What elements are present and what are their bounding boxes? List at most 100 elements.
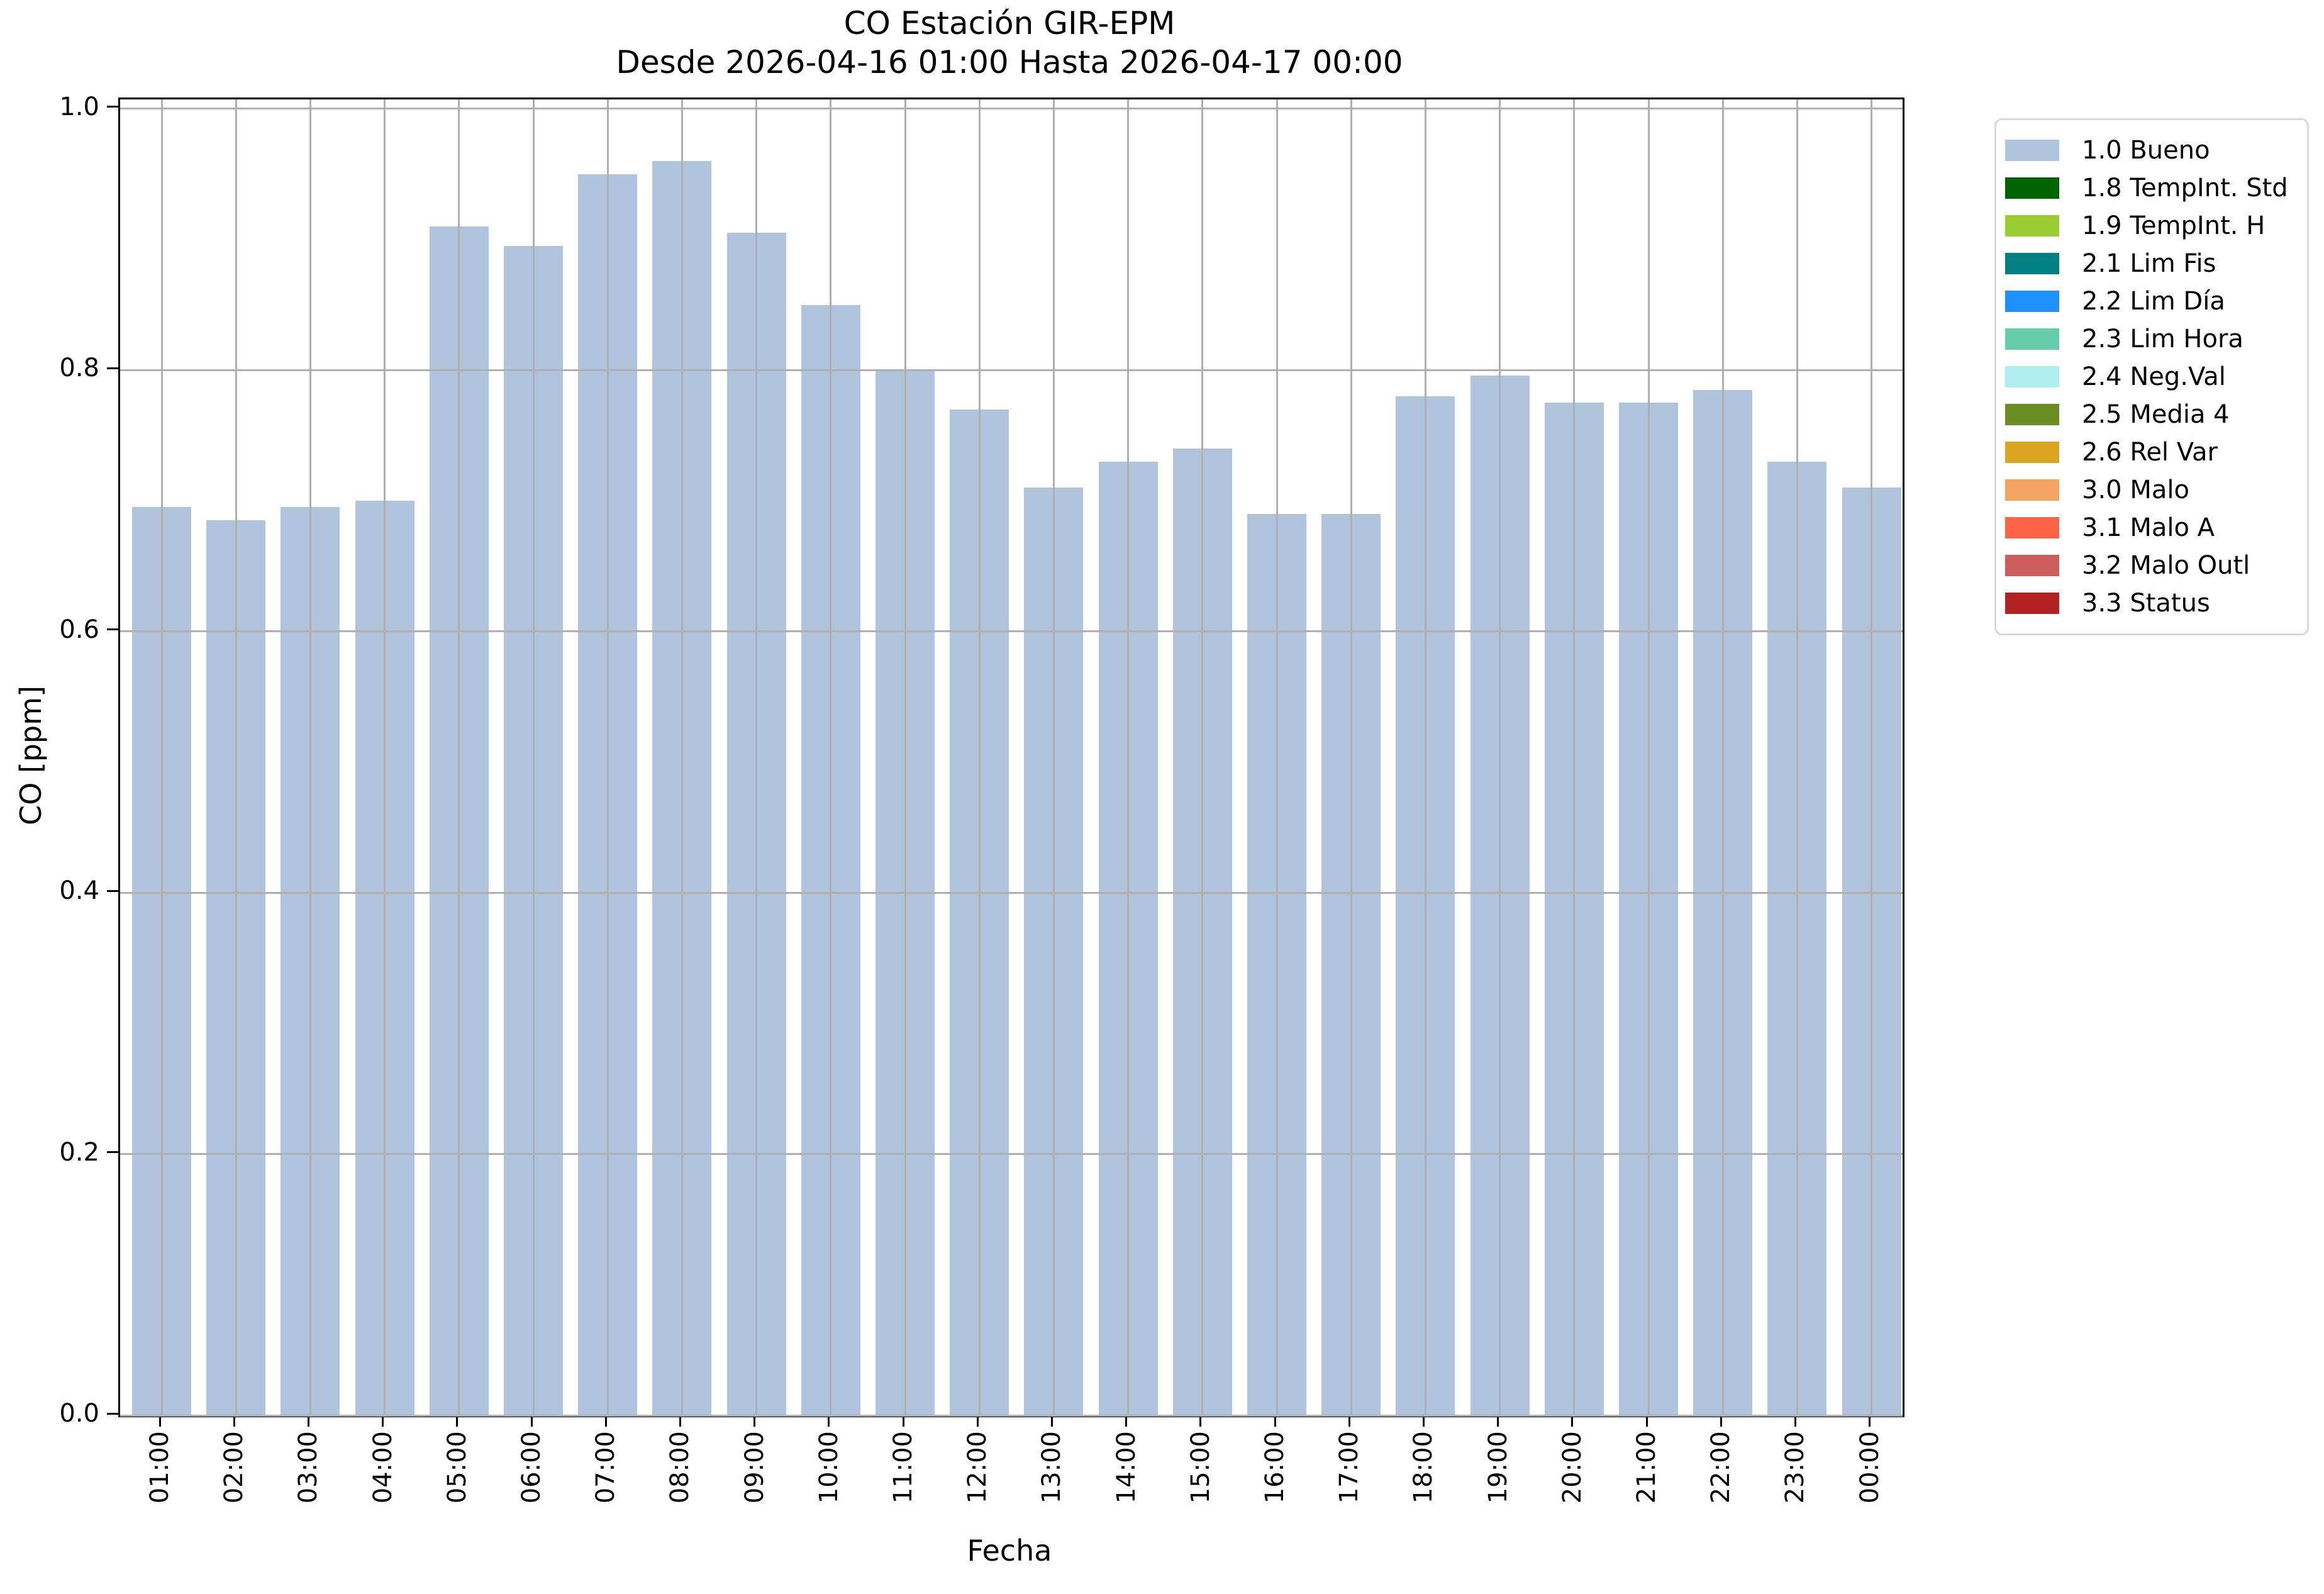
legend-color-swatch <box>2005 366 2059 387</box>
x-tick-mark <box>1050 1415 1053 1427</box>
legend-color-swatch <box>2005 215 2059 237</box>
x-tick-mark <box>382 1415 384 1427</box>
chart-title-block: CO Estación GIR-EPM Desde 2026-04-16 01:… <box>118 4 1901 82</box>
grid-line-vertical <box>904 99 906 1415</box>
y-tick-mark <box>107 1412 118 1415</box>
grid-line-vertical <box>606 99 609 1415</box>
x-tick-mark <box>1199 1415 1202 1427</box>
x-tick-label: 21:00 <box>1632 1431 1661 1504</box>
x-tick-label: 22:00 <box>1706 1431 1736 1504</box>
grid-line-vertical <box>1276 99 1278 1415</box>
legend-color-swatch <box>2005 177 2059 199</box>
legend-item: 2.5 Media 4 <box>2005 396 2297 433</box>
legend-color-swatch <box>2005 253 2059 274</box>
x-tick-label: 01:00 <box>145 1431 174 1504</box>
legend-item: 3.3 Status <box>2005 584 2297 622</box>
x-tick-mark <box>1497 1415 1499 1427</box>
legend-item-label: 2.6 Rel Var <box>2082 438 2218 467</box>
x-tick-mark <box>1571 1415 1574 1427</box>
legend-item-label: 2.1 Lim Fis <box>2082 249 2216 278</box>
x-tick-mark <box>753 1415 756 1427</box>
x-tick-label: 00:00 <box>1855 1431 1884 1504</box>
legend-color-swatch <box>2005 442 2059 463</box>
grid-line-vertical <box>1573 99 1576 1415</box>
y-axis-label: CO [ppm] <box>14 685 48 826</box>
x-tick-label: 08:00 <box>665 1431 695 1504</box>
grid-line-vertical <box>309 99 311 1415</box>
x-tick-label: 18:00 <box>1409 1431 1438 1504</box>
y-tick-mark <box>107 628 118 631</box>
x-tick-mark <box>604 1415 607 1427</box>
legend: 1.0 Bueno 1.8 TempInt. Std 1.9 TempInt. H 2… <box>1994 118 2309 635</box>
y-tick-mark <box>107 367 118 369</box>
legend-color-swatch <box>2005 479 2059 501</box>
x-tick-mark <box>456 1415 459 1427</box>
legend-item: 3.1 Malo A <box>2005 509 2297 547</box>
x-tick-mark <box>679 1415 681 1427</box>
grid-line-horizontal <box>120 108 1903 110</box>
legend-item: 1.0 Bueno <box>2005 131 2297 169</box>
x-tick-label: 20:00 <box>1557 1431 1587 1504</box>
grid-line-horizontal <box>120 1414 1903 1417</box>
grid-line-vertical <box>1721 99 1724 1415</box>
grid-line-vertical <box>1201 99 1204 1415</box>
legend-item-label: 2.3 Lim Hora <box>2082 325 2243 354</box>
grid-line-vertical <box>160 99 163 1415</box>
y-tick-mark <box>107 1151 118 1154</box>
grid-line-vertical <box>384 99 386 1415</box>
legend-item-label: 1.8 TempInt. Std <box>2082 174 2288 203</box>
legend-color-swatch <box>2005 555 2059 576</box>
grid-line-vertical <box>532 99 535 1415</box>
legend-item: 3.2 Malo Outl <box>2005 547 2297 584</box>
x-tick-mark <box>1869 1415 1871 1427</box>
legend-item-label: 3.1 Malo A <box>2082 513 2215 542</box>
x-tick-label: 06:00 <box>517 1431 546 1504</box>
x-tick-label: 04:00 <box>368 1431 398 1504</box>
legend-item: 1.9 TempInt. H <box>2005 207 2297 245</box>
legend-color-swatch <box>2005 404 2059 425</box>
y-tick-label: 1.0 <box>59 92 99 121</box>
legend-item: 3.0 Malo <box>2005 471 2297 509</box>
grid-line-horizontal <box>120 891 1903 894</box>
grid-line-vertical <box>830 99 832 1415</box>
x-tick-label: 05:00 <box>442 1431 472 1504</box>
x-tick-mark <box>233 1415 235 1427</box>
legend-item: 2.1 Lim Fis <box>2005 245 2297 282</box>
x-tick-label: 14:00 <box>1111 1431 1141 1504</box>
grid-line-vertical <box>1052 99 1055 1415</box>
legend-item: 2.4 Neg.Val <box>2005 358 2297 396</box>
x-axis-label: Fecha <box>967 1534 1052 1568</box>
legend-item-label: 1.9 TempInt. H <box>2082 211 2266 240</box>
x-tick-label: 12:00 <box>963 1431 992 1504</box>
x-tick-mark <box>530 1415 533 1427</box>
y-tick-label: 0.4 <box>59 876 99 906</box>
x-tick-label: 23:00 <box>1781 1431 1810 1504</box>
y-tick-mark <box>107 106 118 108</box>
grid-line-vertical <box>755 99 758 1415</box>
legend-item: 2.6 Rel Var <box>2005 433 2297 471</box>
grid-line-vertical <box>1647 99 1650 1415</box>
grid-line-horizontal <box>120 630 1903 633</box>
legend-color-swatch <box>2005 593 2059 614</box>
legend-item-label: 3.3 Status <box>2082 589 2210 618</box>
grid-line-vertical <box>1499 99 1501 1415</box>
y-tick-label: 0.8 <box>59 354 99 383</box>
legend-item: 1.8 TempInt. Std <box>2005 169 2297 207</box>
grid-line-horizontal <box>120 1153 1903 1156</box>
grid-line-vertical <box>458 99 460 1415</box>
grid-line-vertical <box>235 99 237 1415</box>
chart-subtitle: Desde 2026-04-16 01:00 Hasta 2026-04-17 … <box>616 44 1403 81</box>
x-tick-label: 07:00 <box>591 1431 621 1504</box>
x-tick-mark <box>1720 1415 1722 1427</box>
x-tick-label: 09:00 <box>740 1431 769 1504</box>
x-tick-mark <box>976 1415 979 1427</box>
plot-area <box>118 98 1904 1417</box>
x-tick-label: 19:00 <box>1483 1431 1513 1504</box>
x-tick-mark <box>1422 1415 1425 1427</box>
x-tick-label: 17:00 <box>1335 1431 1364 1504</box>
x-tick-mark <box>1645 1415 1648 1427</box>
x-tick-label: 10:00 <box>814 1431 843 1504</box>
x-tick-label: 15:00 <box>1186 1431 1215 1504</box>
grid-line-vertical <box>1424 99 1426 1415</box>
